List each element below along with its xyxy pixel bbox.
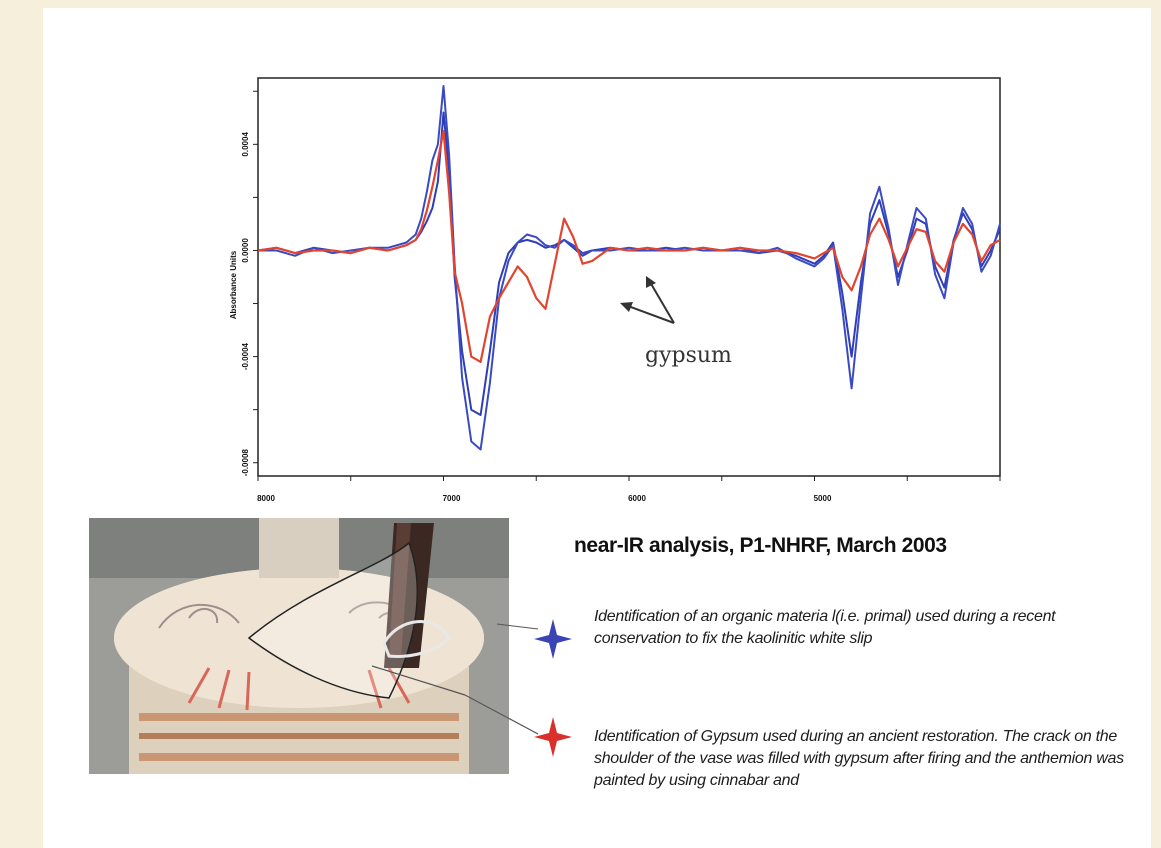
y-axis: 0.0004 0.0000 -0.0004 -0.0008 <box>241 90 258 477</box>
y-tick-label: 0.0004 <box>241 132 250 157</box>
red-star-icon <box>534 717 572 757</box>
series-line-3 <box>257 130 1001 363</box>
red-note: Identification of Gypsum used during an … <box>594 728 1124 789</box>
blue-note: Identification of an organic materia l(i… <box>594 608 1056 647</box>
vase-illustration <box>89 518 509 774</box>
gypsum-annotation: gypsum <box>620 276 732 368</box>
x-axis: 8000 7000 6000 5000 <box>257 476 1001 503</box>
x-tick-label: 8000 <box>257 494 275 503</box>
x-tick-label: 5000 <box>814 494 832 503</box>
x-tick-label: 7000 <box>443 494 461 503</box>
y-tick-label: -0.0008 <box>241 449 250 477</box>
x-tick-label: 6000 <box>628 494 646 503</box>
caption-title: near-IR analysis, P1-NHRF, March 2003 <box>574 534 947 557</box>
blue-star-icon <box>534 619 572 659</box>
plot-area <box>257 77 1001 477</box>
series-group <box>257 85 1001 451</box>
gypsum-label: gypsum <box>645 343 732 368</box>
y-tick-label: -0.0004 <box>241 342 250 370</box>
y-axis-label: Absorbance Units <box>229 250 238 319</box>
series-line-2 <box>258 85 1001 451</box>
vase-photo <box>89 518 509 774</box>
y-tick-label: 0.0000 <box>241 238 250 263</box>
